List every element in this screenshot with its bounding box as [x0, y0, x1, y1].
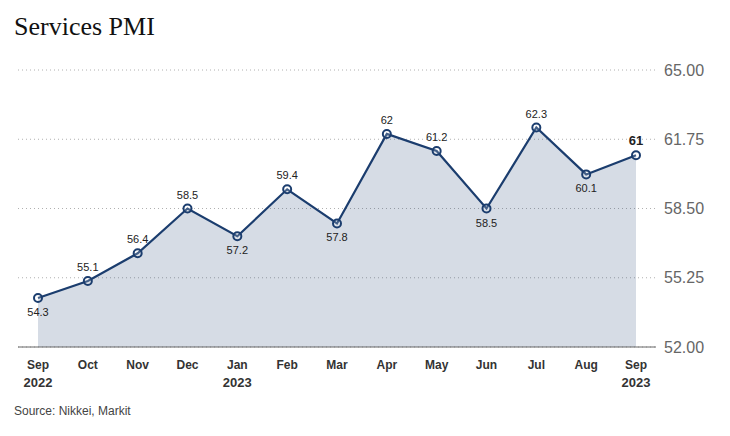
- svg-text:56.4: 56.4: [127, 233, 148, 245]
- svg-text:Apr: Apr: [376, 358, 397, 372]
- svg-text:60.1: 60.1: [575, 182, 596, 194]
- svg-text:Jun: Jun: [476, 358, 497, 372]
- svg-text:58.50: 58.50: [664, 200, 704, 217]
- svg-text:Sep: Sep: [27, 358, 49, 372]
- svg-text:2022: 2022: [24, 375, 53, 390]
- svg-text:54.3: 54.3: [27, 306, 48, 318]
- svg-text:57.2: 57.2: [227, 244, 248, 256]
- svg-text:Nov: Nov: [126, 358, 149, 372]
- svg-text:Mar: Mar: [326, 358, 348, 372]
- svg-text:55.25: 55.25: [664, 269, 704, 286]
- svg-text:May: May: [425, 358, 449, 372]
- svg-text:58.5: 58.5: [177, 189, 198, 201]
- svg-text:61.2: 61.2: [426, 131, 447, 143]
- svg-text:65.00: 65.00: [664, 62, 704, 79]
- svg-text:55.1: 55.1: [77, 261, 98, 273]
- svg-text:Jan: Jan: [227, 358, 248, 372]
- svg-text:Dec: Dec: [176, 358, 198, 372]
- svg-text:52.00: 52.00: [664, 339, 704, 356]
- html-text:Source: Nikkei, Markit: Source: Nikkei, Markit: [14, 404, 131, 418]
- svg-text:2023: 2023: [223, 375, 252, 390]
- svg-text:59.4: 59.4: [276, 169, 297, 181]
- svg-text:Feb: Feb: [276, 358, 297, 372]
- svg-text:57.8: 57.8: [326, 231, 347, 243]
- svg-text:Aug: Aug: [575, 358, 598, 372]
- svg-text:62.3: 62.3: [526, 108, 547, 120]
- svg-text:Jul: Jul: [528, 358, 545, 372]
- html-text:Services PMI: Services PMI: [14, 12, 155, 41]
- svg-text:62: 62: [381, 114, 393, 126]
- svg-text:58.5: 58.5: [476, 217, 497, 229]
- svg-text:Sep: Sep: [625, 358, 647, 372]
- svg-text:61.75: 61.75: [664, 131, 704, 148]
- svg-text:61: 61: [629, 133, 643, 148]
- svg-text:2023: 2023: [622, 375, 651, 390]
- svg-text:Oct: Oct: [78, 358, 98, 372]
